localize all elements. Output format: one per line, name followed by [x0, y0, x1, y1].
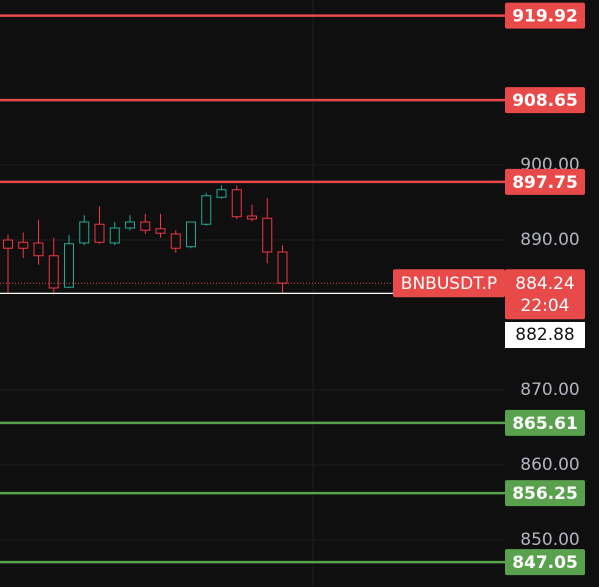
candle-body [186, 221, 196, 248]
candle-body [48, 255, 59, 289]
candle-body [140, 221, 151, 231]
candle-body [170, 233, 181, 249]
level-label: 856.25 [512, 484, 578, 504]
candle-body [109, 227, 120, 244]
symbol-box [393, 269, 505, 298]
y-tick-label: 890.00 [520, 230, 579, 250]
candle-body [125, 221, 135, 229]
candle-body [155, 228, 166, 234]
level-label: 865.61 [512, 414, 578, 434]
mark-price-box [505, 322, 585, 348]
candle-body [247, 215, 257, 220]
candle-body [231, 189, 242, 218]
last-price-label: 884.24 [515, 274, 574, 294]
candle-body [277, 251, 288, 284]
candle-body [216, 189, 227, 198]
candle-body [3, 239, 13, 249]
level-label: 847.05 [512, 553, 578, 573]
level-label: 908.65 [512, 91, 578, 111]
y-tick-label: 860.00 [520, 455, 579, 475]
candle-body [33, 242, 44, 257]
candle-body [18, 241, 29, 249]
level-label-box [505, 168, 585, 195]
level-label-box [505, 87, 585, 114]
level-label: 897.75 [512, 173, 578, 193]
y-tick-label: 870.00 [520, 380, 579, 400]
candle-body [94, 223, 105, 243]
level-label-box [505, 2, 585, 29]
level-label-box [505, 480, 585, 507]
candle-body [64, 243, 74, 288]
level-label-box [505, 409, 585, 436]
candle-body [262, 217, 273, 253]
mark-price-label: 882.88 [515, 325, 574, 345]
candle-body [79, 221, 90, 244]
candle-body [201, 195, 212, 225]
last-price-box [505, 269, 585, 320]
countdown-label: 22:04 [521, 296, 570, 316]
level-label-box [505, 549, 585, 576]
y-tick-label: 850.00 [520, 530, 579, 550]
level-label: 919.92 [512, 7, 578, 27]
symbol-label: BNBUSDT.P [401, 274, 497, 294]
